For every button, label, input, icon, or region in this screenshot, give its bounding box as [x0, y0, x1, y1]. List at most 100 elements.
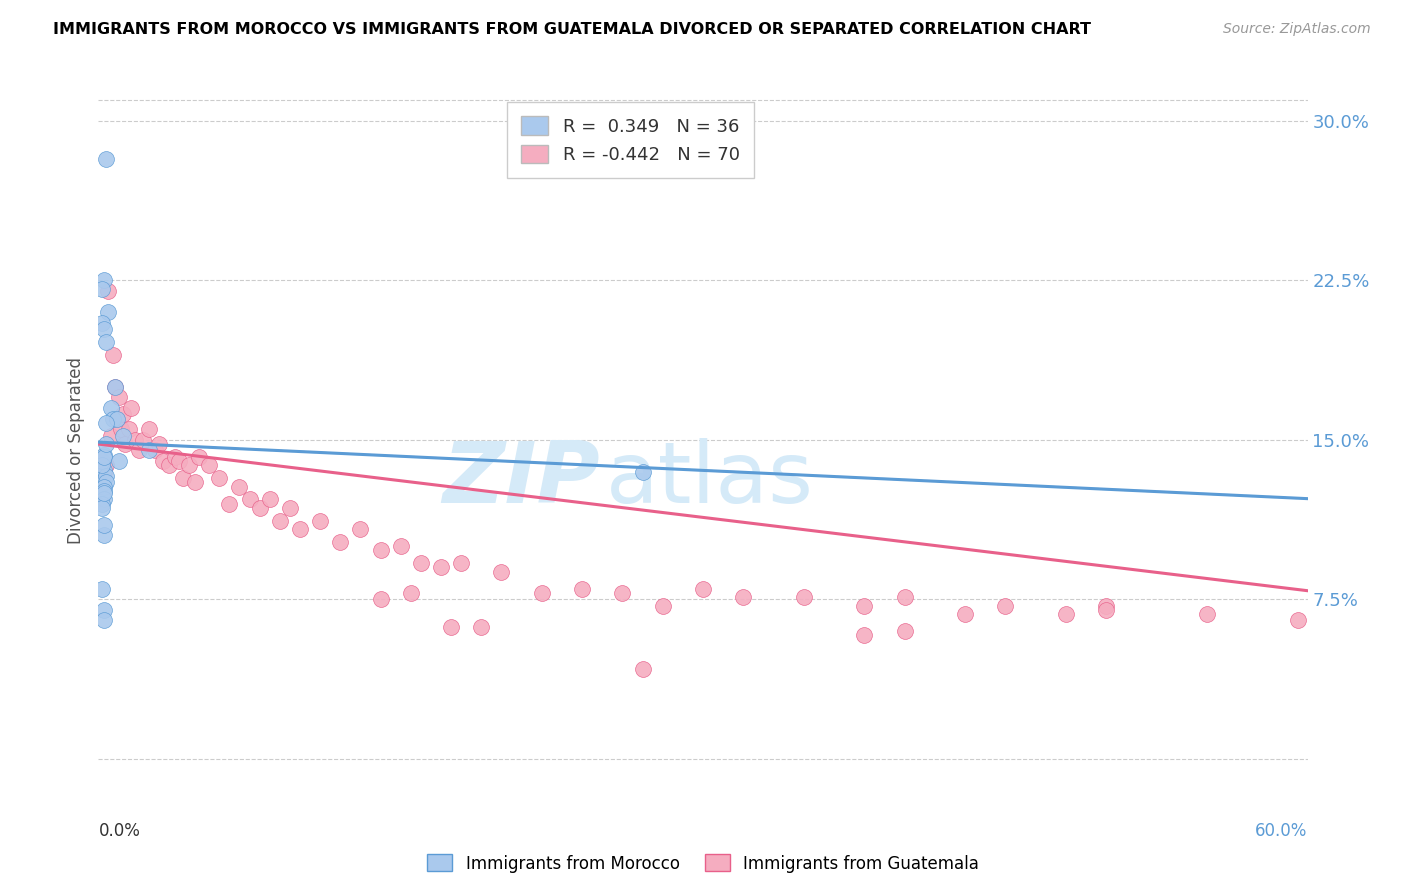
Point: [96, 416, 118, 430]
Point: [288, 522, 311, 536]
Point: [138, 422, 160, 436]
Point: [228, 480, 250, 494]
Point: [269, 514, 291, 528]
Point: [91, 454, 114, 468]
Point: [571, 582, 593, 596]
Text: IMMIGRANTS FROM MOROCCO VS IMMIGRANTS FROM GUATEMALA DIVORCED OR SEPARATED CORRE: IMMIGRANTS FROM MOROCCO VS IMMIGRANTS FR…: [53, 22, 1091, 37]
Point: [91, 582, 114, 596]
Point: [93, 517, 115, 532]
Point: [450, 556, 472, 570]
Point: [994, 599, 1017, 613]
Point: [143, 443, 166, 458]
Point: [370, 592, 392, 607]
Point: [167, 454, 190, 468]
Point: [152, 454, 174, 468]
Point: [389, 539, 412, 553]
Point: [893, 590, 915, 604]
Point: [96, 475, 118, 490]
Point: [111, 428, 134, 442]
Point: [118, 422, 141, 436]
Point: [1095, 599, 1118, 613]
Point: [97, 284, 120, 298]
Point: [93, 465, 115, 479]
Point: [631, 465, 654, 479]
Point: [188, 450, 211, 464]
Point: [692, 582, 714, 596]
Point: [96, 335, 118, 350]
Point: [259, 492, 281, 507]
Point: [93, 614, 115, 628]
Point: [100, 428, 122, 442]
Point: [218, 497, 240, 511]
Point: [96, 437, 118, 451]
Point: [93, 528, 115, 542]
Point: [733, 590, 755, 604]
Point: [793, 590, 815, 604]
Point: [103, 380, 125, 394]
Y-axis label: Divorced or Separated: Divorced or Separated: [66, 357, 84, 544]
Point: [93, 273, 115, 287]
Point: [93, 448, 115, 462]
Text: ZIP: ZIP: [443, 438, 600, 521]
Point: [124, 433, 146, 447]
Point: [853, 599, 876, 613]
Point: [470, 620, 492, 634]
Point: [91, 500, 114, 515]
Point: [110, 422, 132, 436]
Point: [163, 450, 186, 464]
Point: [491, 565, 513, 579]
Point: [179, 458, 201, 473]
Point: [309, 514, 332, 528]
Point: [91, 454, 114, 468]
Point: [853, 628, 876, 642]
Point: [329, 534, 352, 549]
Text: 0.0%: 0.0%: [98, 822, 141, 840]
Point: [100, 401, 122, 415]
Point: [91, 316, 114, 330]
Point: [249, 500, 271, 515]
Point: [93, 603, 115, 617]
Point: [1054, 607, 1077, 621]
Point: [93, 462, 115, 476]
Point: [120, 401, 142, 415]
Point: [440, 620, 463, 634]
Point: [93, 480, 115, 494]
Point: [91, 458, 114, 473]
Point: [208, 471, 231, 485]
Point: [631, 662, 654, 676]
Point: [96, 469, 118, 483]
Point: [399, 586, 422, 600]
Text: atlas: atlas: [606, 438, 814, 521]
Legend: R =  0.349   N = 36, R = -0.442   N = 70: R = 0.349 N = 36, R = -0.442 N = 70: [506, 102, 754, 178]
Point: [370, 543, 392, 558]
Point: [1286, 614, 1309, 628]
Point: [93, 322, 115, 336]
Point: [93, 492, 115, 507]
Point: [96, 458, 118, 473]
Point: [93, 450, 115, 464]
Point: [96, 153, 118, 167]
Point: [93, 483, 115, 498]
Point: [198, 458, 221, 473]
Point: [103, 380, 125, 394]
Point: [97, 305, 120, 319]
Text: Source: ZipAtlas.com: Source: ZipAtlas.com: [1223, 22, 1371, 37]
Point: [1195, 607, 1218, 621]
Point: [953, 607, 976, 621]
Point: [101, 411, 124, 425]
Point: [128, 443, 150, 458]
Point: [107, 390, 129, 404]
Point: [184, 475, 207, 490]
Point: [105, 411, 128, 425]
Point: [278, 500, 301, 515]
Point: [409, 556, 432, 570]
Point: [1095, 603, 1118, 617]
Point: [114, 437, 136, 451]
Point: [93, 486, 115, 500]
Point: [157, 458, 180, 473]
Point: [651, 599, 673, 613]
Point: [111, 407, 134, 422]
Legend: Immigrants from Morocco, Immigrants from Guatemala: Immigrants from Morocco, Immigrants from…: [420, 847, 986, 880]
Point: [148, 437, 170, 451]
Point: [107, 454, 129, 468]
